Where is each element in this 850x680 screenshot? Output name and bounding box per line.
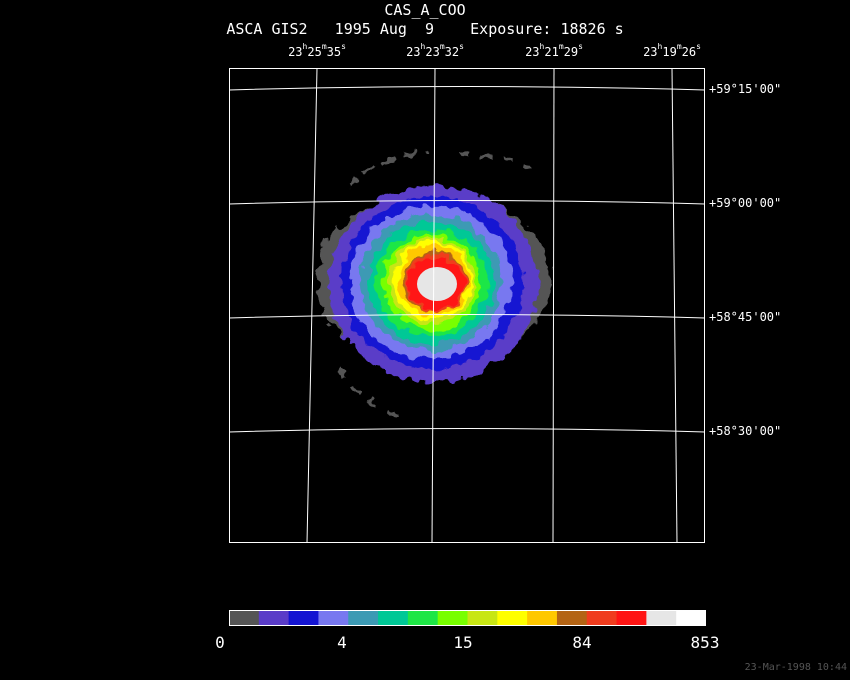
plot-title: CAS_A_COO: [384, 1, 466, 19]
colorbar-swatch: [497, 610, 528, 626]
colorbar: [229, 610, 706, 626]
colorbar-label: 853: [690, 633, 720, 652]
ra-label: 23h19m26s: [643, 42, 701, 59]
colorbar-swatch: [527, 610, 558, 626]
xray-image-plot: [229, 68, 705, 543]
ra-label: 23h23m32s: [406, 42, 464, 59]
ra-label: 23h21m29s: [525, 42, 583, 59]
colorbar-swatch: [378, 610, 409, 626]
dec-label: +58°45'00": [709, 310, 782, 324]
colorbar-swatch: [229, 610, 260, 626]
colorbar-swatch: [258, 610, 290, 626]
observation-info: ASCA GIS2 1995 Aug 9 Exposure: 18826 s: [226, 20, 624, 38]
colorbar-label: 0: [215, 633, 225, 652]
colorbar-swatch: [467, 610, 498, 626]
dec-label: +59°15'00": [709, 82, 782, 96]
dec-label: +58°30'00": [709, 424, 782, 438]
colorbar-swatch: [348, 610, 379, 626]
coordinate-grid: [229, 68, 705, 543]
plot-frame: [229, 68, 705, 543]
colorbar-swatch: [616, 610, 647, 626]
timestamp: 23-Mar-1998 10:44: [744, 662, 847, 673]
colorbar-swatch: [437, 610, 468, 626]
dec-label: +59°00'00": [709, 196, 782, 210]
colorbar-swatch: [676, 610, 706, 626]
colorbar-swatch: [586, 610, 618, 626]
colorbar-swatch: [407, 610, 439, 626]
colorbar-label: 15: [453, 633, 473, 652]
colorbar-swatch: [556, 610, 588, 626]
ra-label: 23h25m35s: [288, 42, 346, 59]
colorbar-swatch: [646, 610, 677, 626]
colorbar-frame: [229, 610, 706, 626]
colorbar-label: 84: [572, 633, 592, 652]
colorbar-label: 4: [337, 633, 347, 652]
colorbar-swatch: [288, 610, 319, 626]
colorbar-swatch: [318, 610, 349, 626]
